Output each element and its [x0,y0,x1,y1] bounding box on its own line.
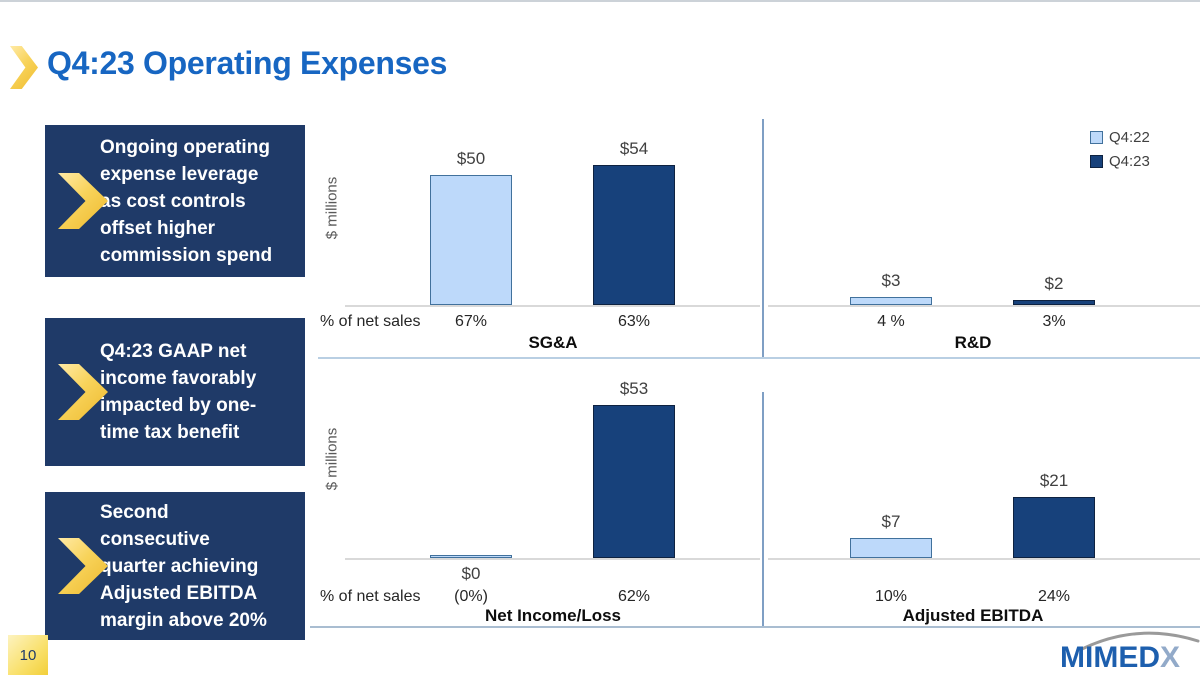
callout-box-3: Second consecutive quarter achieving Adj… [45,492,305,640]
chart-title-sg-a: SG&A [528,333,578,352]
chart-title-adjusted-ebitda: Adjusted EBITDA [902,606,1044,625]
legend-item-q4-22: Q4:22 [1090,129,1150,146]
callout-text: Q4:23 GAAP net income favorably impacted… [100,341,257,443]
logo-text-x: X [1160,641,1181,674]
bar-value-label: $3 [881,271,901,290]
logo-text: MIMEDX [1060,641,1180,675]
callout-text: Ongoing operating expense leverage as co… [100,136,273,266]
bar-percent-label: 3% [1042,313,1066,330]
vertical-divider-top [762,119,764,358]
callout-text: Second consecutive quarter achieving Adj… [100,501,267,631]
bar-percent-label: 4 % [877,313,905,330]
title-chevron-icon [10,46,38,89]
bar-percent-label: 63% [617,313,651,330]
bar-percent-label: 67% [454,313,488,330]
mimedx-logo: MIMEDX [1058,624,1200,675]
slide-top-border [0,0,1200,2]
x-axis-baseline [345,558,760,560]
legend-swatch-q4-22 [1090,131,1103,144]
bar-percent-label: 24% [1037,588,1071,605]
x-axis-baseline [345,305,760,307]
bar-net-income-loss-q4-23 [593,405,675,558]
callout-box-2: Q4:23 GAAP net income favorably impacted… [45,318,305,466]
bar-value-label: $2 [1044,274,1064,293]
callout-box-1: Ongoing operating expense leverage as co… [45,125,305,277]
bar-sg-a-q4-22 [430,175,512,305]
logo-text-blue: MIMED [1060,641,1160,674]
chart-panel-r-d: $3 4 % $2 3% R&D [764,118,1200,358]
legend-item-q4-23: Q4:23 [1090,153,1150,170]
bar-net-income-loss-q4-22 [430,555,512,558]
bar-value-label: $54 [619,139,649,158]
x-axis-baseline [768,305,1200,307]
chart-title-r-d: R&D [954,333,992,352]
bar-sg-a-q4-23 [593,165,675,305]
bar-value-label: $50 [456,149,486,168]
legend-label: Q4:23 [1109,153,1150,170]
page-number: 10 [8,635,48,675]
chart-title-net-income-loss: Net Income/Loss [484,606,622,625]
bar-value-label: $7 [881,512,901,531]
bar-value-label: $21 [1039,471,1069,490]
x-axis-baseline [768,558,1200,560]
horizontal-divider-top [318,357,1200,359]
bar-percent-label: 62% [617,588,651,605]
bar-r-d-q4-23 [1013,300,1095,305]
bar-value-label: $0 [461,564,481,583]
legend: Q4:22 Q4:23 [1090,129,1150,177]
bar-percent-label: 10% [874,588,908,605]
legend-label: Q4:22 [1109,129,1150,146]
chart-panel-sg-a: $ millions $50 67% $54 63% % of net sales SG&A [318,118,762,358]
bar-adjusted-ebitda-q4-22 [850,538,932,558]
logo-swoosh-icon [1080,631,1200,651]
bar-adjusted-ebitda-q4-23 [1013,497,1095,558]
vertical-divider-bottom [762,392,764,627]
bar-r-d-q4-22 [850,297,932,305]
percent-row-label: % of net sales [320,588,421,605]
chart-panel-net-income-loss: $ millions $0 (0%) $53 62% % of net sales Net … [318,368,762,631]
y-axis-title: $ millions [323,427,341,491]
legend-swatch-q4-23 [1090,155,1103,168]
y-axis-title: $ millions [323,176,341,240]
horizontal-divider-bottom [310,626,1200,628]
page-title: Q4:23 Operating Expenses [47,45,448,81]
bar-value-label: $53 [619,379,649,398]
chart-panel-adjusted-ebitda: $7 10% $21 24% Adjusted EBITDA [764,368,1200,631]
percent-row-label: % of net sales [320,313,421,330]
bar-percent-label: (0%) [454,588,488,605]
